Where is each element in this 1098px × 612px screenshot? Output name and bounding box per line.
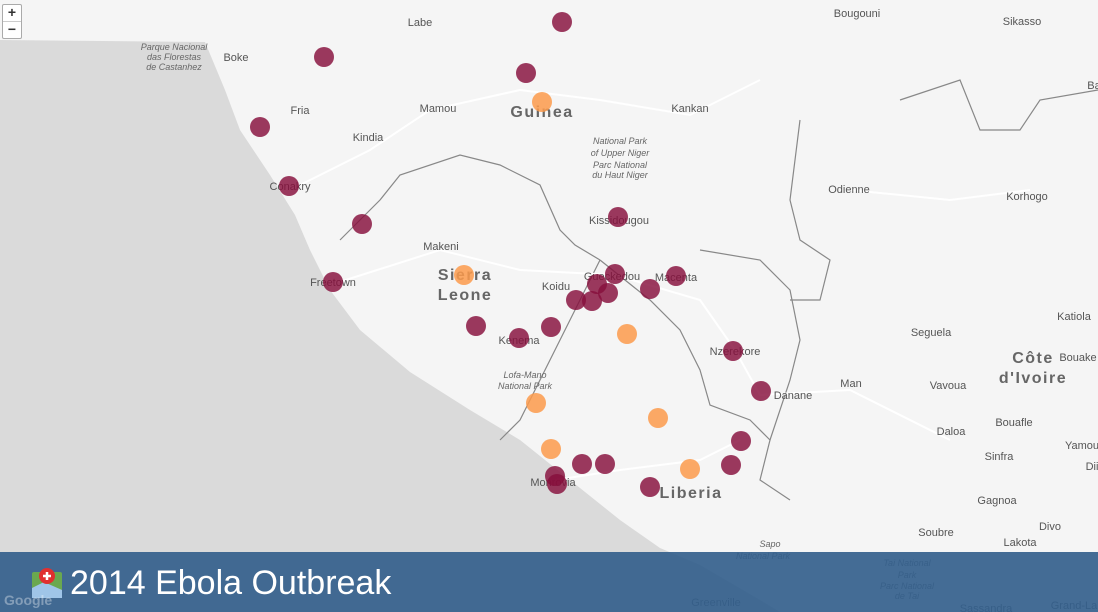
outbreak-marker[interactable] (640, 279, 660, 299)
place-label: Yamou (1065, 440, 1098, 452)
place-label: National Park (593, 136, 648, 146)
place-label: Korhogo (1006, 191, 1048, 203)
place-label: Mamou (420, 103, 457, 115)
place-label: Boke (223, 52, 248, 64)
place-label: Bouake (1059, 352, 1096, 364)
place-label: Bougouni (834, 8, 881, 20)
outbreak-marker[interactable] (608, 207, 628, 227)
place-label: National Park (498, 381, 553, 391)
place-label: Koidu (542, 281, 570, 293)
outbreak-marker[interactable] (547, 474, 567, 494)
outbreak-marker[interactable] (680, 459, 700, 479)
place-label: Gagnoa (977, 495, 1017, 507)
place-label: Fria (291, 105, 311, 117)
place-label: Kindia (353, 132, 384, 144)
place-label: Danane (774, 390, 813, 402)
outbreak-marker[interactable] (541, 317, 561, 337)
outbreak-marker[interactable] (648, 408, 668, 428)
place-label: Sikasso (1003, 16, 1042, 28)
place-label: Vavoua (930, 380, 967, 392)
place-label: Labe (408, 17, 432, 29)
outbreak-marker[interactable] (526, 393, 546, 413)
place-label: Makeni (423, 241, 458, 253)
place-label: Lofa-Mano (503, 370, 546, 380)
attribution: Google (4, 592, 53, 608)
place-label: of Upper Niger (591, 148, 651, 158)
outbreak-marker[interactable] (509, 328, 529, 348)
outbreak-marker[interactable] (516, 63, 536, 83)
place-label: Soubre (918, 527, 953, 539)
outbreak-marker[interactable] (731, 431, 751, 451)
outbreak-marker[interactable] (454, 265, 474, 285)
outbreak-marker[interactable] (552, 12, 572, 32)
outbreak-marker[interactable] (598, 283, 618, 303)
outbreak-marker[interactable] (572, 454, 592, 474)
place-label: Bouafle (995, 417, 1032, 429)
roads (289, 79, 1031, 481)
country-label: Leone (438, 287, 493, 304)
outbreak-marker[interactable] (640, 477, 660, 497)
outbreak-marker[interactable] (666, 266, 686, 286)
outbreak-marker[interactable] (323, 272, 343, 292)
zoom-in-button[interactable]: + (7, 4, 17, 20)
place-label: Parque Nacional (141, 42, 209, 52)
outbreak-marker[interactable] (541, 439, 561, 459)
country-label: Côte (1012, 350, 1054, 367)
outbreak-marker[interactable] (751, 381, 771, 401)
title-banner: 2014 Ebola Outbreak (0, 552, 1098, 612)
place-label: Katiola (1057, 311, 1092, 323)
page-title: 2014 Ebola Outbreak (70, 564, 392, 602)
country-label: d'Ivoire (999, 370, 1067, 387)
place-label: Parc National (593, 160, 648, 170)
zoom-control: + − (2, 4, 22, 39)
zoom-out-button[interactable]: − (3, 21, 21, 38)
place-label: Divo (1039, 521, 1061, 533)
outbreak-marker[interactable] (352, 214, 372, 234)
outbreak-marker[interactable] (605, 264, 625, 284)
place-label: Daloa (937, 426, 967, 438)
place-label: Kankan (671, 103, 708, 115)
outbreak-marker[interactable] (723, 341, 743, 361)
place-label: Man (840, 378, 861, 390)
place-label: Odienne (828, 184, 870, 196)
outbreak-marker[interactable] (721, 455, 741, 475)
place-label: Dii (1086, 461, 1098, 473)
outbreak-marker[interactable] (279, 176, 299, 196)
place-label: Sinfra (985, 451, 1015, 463)
outbreak-marker[interactable] (582, 291, 602, 311)
place-label: du Haut Niger (592, 170, 649, 180)
place-label: das Florestas (147, 52, 202, 62)
country-label: Guinea (510, 104, 573, 121)
app-icon (32, 568, 62, 598)
sea (0, 40, 780, 612)
place-label: Sapo (759, 539, 780, 549)
place-label: Ba (1087, 80, 1098, 92)
outbreak-marker[interactable] (314, 47, 334, 67)
country-label: Liberia (660, 485, 723, 502)
outbreak-marker[interactable] (595, 454, 615, 474)
outbreak-marker[interactable] (566, 290, 586, 310)
place-label: Seguela (911, 327, 952, 339)
outbreak-marker[interactable] (250, 117, 270, 137)
place-label: de Castanhez (146, 62, 202, 72)
outbreak-marker[interactable] (617, 324, 637, 344)
place-label: Lakota (1003, 537, 1037, 549)
outbreak-marker[interactable] (466, 316, 486, 336)
outbreak-marker[interactable] (532, 92, 552, 112)
